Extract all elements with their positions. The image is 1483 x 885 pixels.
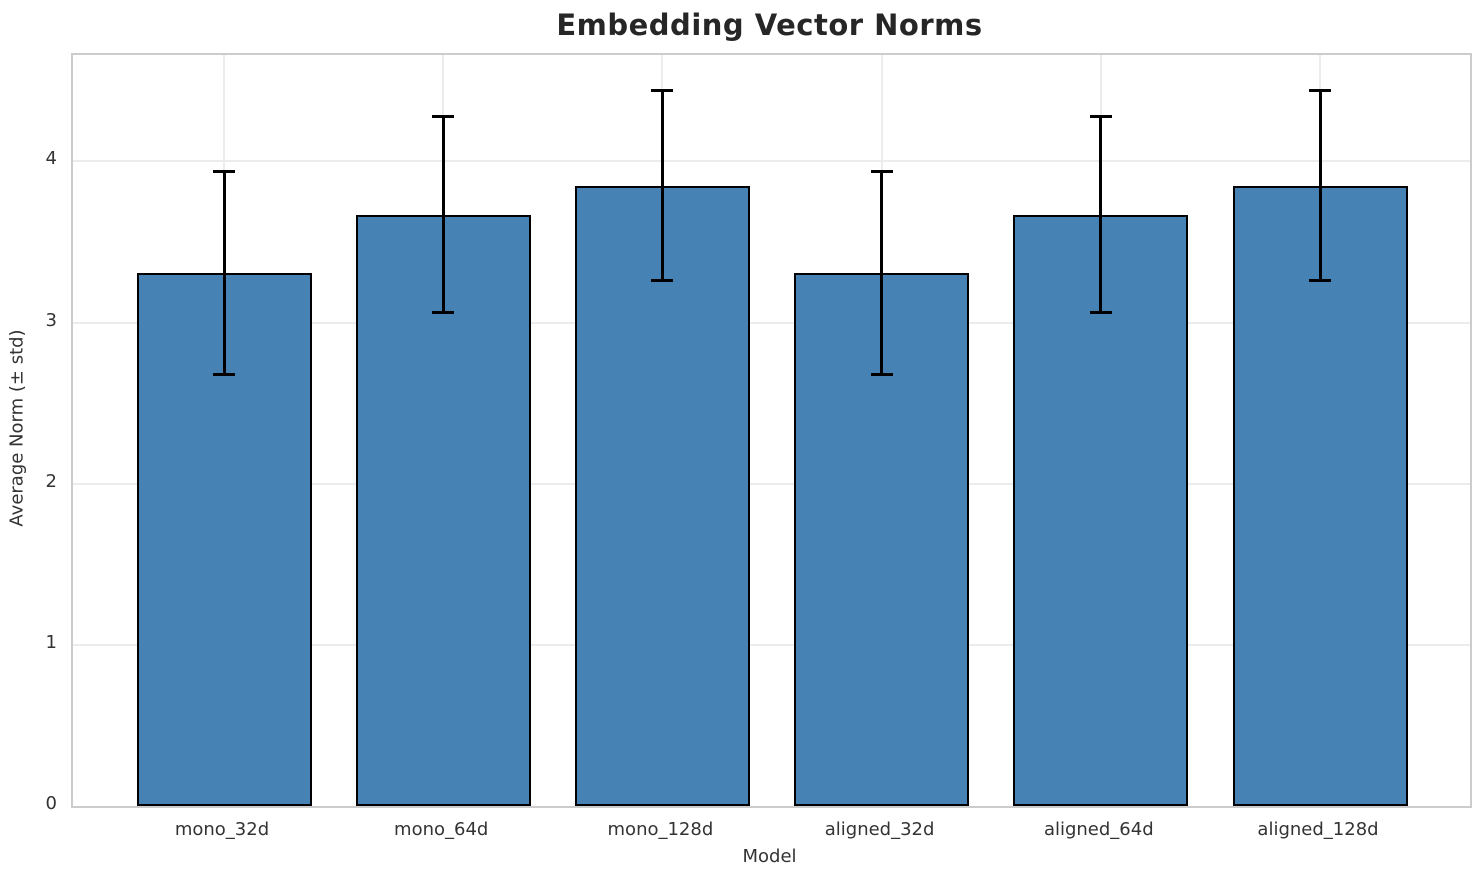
error-bar-cap-bottom-aligned_128d — [1309, 279, 1331, 283]
y-axis-label-text: Average Norm (± std) — [6, 329, 28, 527]
error-bar-cap-bottom-mono_128d — [651, 279, 674, 283]
error-bar-cap-bottom-mono_32d — [213, 372, 235, 376]
bar-mono_128d — [574, 185, 750, 806]
y-tick-label-4: 4 — [45, 148, 57, 170]
chart-title: Embedding Vector Norms — [556, 8, 983, 42]
error-bar-cap-top-aligned_128d — [1309, 88, 1331, 92]
x-tick-label-mono_128d: mono_128d — [607, 819, 714, 840]
x-tick-label-aligned_64d: aligned_64d — [1043, 819, 1154, 840]
error-bar-cap-top-mono_64d — [432, 114, 455, 118]
x-tick-label-aligned_128d: aligned_128d — [1257, 819, 1379, 840]
x-tick-label-mono_32d: mono_32d — [174, 819, 270, 840]
error-bar-cap-top-mono_128d — [651, 88, 674, 92]
error-bar-line-aligned_128d — [1318, 90, 1322, 281]
y-tick-label-3: 3 — [45, 309, 57, 331]
plot-area — [71, 53, 1472, 808]
error-bar-cap-top-aligned_64d — [1089, 114, 1112, 118]
error-bar-cap-bottom-mono_64d — [432, 311, 455, 315]
h-gridline — [73, 321, 1470, 324]
h-gridline — [73, 482, 1470, 485]
bar-aligned_128d — [1232, 185, 1408, 806]
y-tick-label-0: 0 — [45, 793, 57, 814]
error-bar-cap-bottom-aligned_64d — [1089, 311, 1112, 315]
h-gridline — [73, 643, 1470, 646]
x-tick-label-mono_64d: mono_64d — [394, 819, 489, 840]
y-tick-label-2: 2 — [45, 470, 57, 492]
y-tick-label-1: 1 — [45, 631, 57, 653]
error-bar-line-mono_64d — [441, 116, 445, 313]
error-bar-line-aligned_64d — [1099, 116, 1103, 313]
x-tick-label-aligned_32d: aligned_32d — [824, 819, 935, 840]
error-bar-line-mono_32d — [222, 171, 226, 375]
error-bar-cap-bottom-aligned_32d — [870, 372, 893, 376]
error-bar-cap-top-aligned_32d — [870, 169, 893, 173]
h-gridline — [73, 160, 1470, 163]
bar-aligned_32d — [794, 272, 970, 806]
error-bar-line-mono_128d — [660, 90, 664, 281]
x-axis-label: Model — [742, 846, 797, 867]
error-bar-cap-top-mono_32d — [213, 169, 235, 173]
error-bar-line-aligned_32d — [880, 171, 884, 375]
